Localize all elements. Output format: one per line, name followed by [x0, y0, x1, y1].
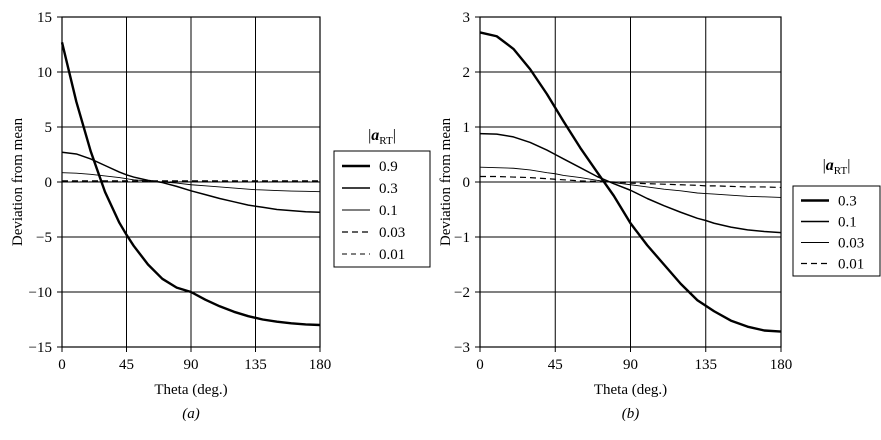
legend-label: 0.1 — [838, 215, 857, 231]
series-line-0.03 — [479, 166, 782, 198]
y-tick-label: −10 — [29, 285, 52, 301]
y-tick-label: 15 — [37, 10, 52, 26]
series-line-0.9 — [60, 42, 321, 327]
legend-title: |aRT| — [823, 157, 851, 177]
y-tick-label: 0 — [463, 175, 471, 191]
y-tick-label: 5 — [45, 120, 53, 136]
legend-label: 0.3 — [379, 181, 398, 197]
y-tick-label: 2 — [463, 65, 471, 81]
series-group — [60, 42, 321, 327]
panel-label: (a) — [182, 406, 200, 422]
y-tick-label: 10 — [37, 65, 52, 81]
grid — [479, 16, 782, 348]
y-tick-label: 3 — [463, 10, 471, 26]
x-tick-label: 135 — [244, 357, 267, 373]
x-tick-label: 90 — [184, 357, 199, 373]
legend-label: 0.01 — [379, 247, 405, 263]
legend-title: |aRT| — [368, 127, 396, 147]
chart-panel-b: 0 45 90 135 180 3 2 1 0 −1 −2 −3 Theta (deg.) Deviati… — [438, 10, 881, 422]
x-tick-label: 45 — [548, 357, 563, 373]
y-axis-label: Deviation from mean — [10, 117, 26, 246]
legend-label: 0.03 — [838, 236, 864, 252]
x-tick-label: 90 — [623, 357, 638, 373]
y-tick-label: −1 — [454, 230, 470, 246]
series-line-0.1 — [61, 172, 321, 193]
x-tick-label: 45 — [119, 357, 134, 373]
y-tick-label: −5 — [36, 230, 52, 246]
y-tick-label: −2 — [454, 285, 470, 301]
legend-label: 0.01 — [838, 257, 864, 273]
legend: |aRT| 0.9 0.3 0.1 0.03 0.01 — [333, 127, 431, 268]
y-tick-label: 0 — [45, 175, 53, 191]
panel-label: (b) — [622, 406, 640, 422]
y-tick-label: −15 — [29, 340, 52, 356]
y-tick-label: −3 — [454, 340, 470, 356]
series-line-0.1 — [479, 132, 782, 234]
x-tick-label: 180 — [770, 357, 793, 373]
legend-label: 0.3 — [838, 194, 857, 210]
x-axis-label: Theta (deg.) — [594, 382, 667, 398]
x-tick-label: 135 — [695, 357, 718, 373]
y-tick-label: 1 — [463, 120, 471, 136]
series-line-0.3 — [479, 31, 782, 333]
legend-label: 0.9 — [379, 159, 398, 175]
series-group — [479, 31, 782, 333]
x-tick-label: 0 — [476, 357, 484, 373]
series-line-0.3 — [61, 151, 321, 213]
legend-label: 0.1 — [379, 203, 398, 219]
chart-panel-a: 0 45 90 135 180 15 10 5 0 −5 −10 −15 Theta (deg.) Dev… — [10, 10, 431, 422]
series-line-0.01 — [480, 175, 782, 189]
y-axis-label: Deviation from mean — [438, 117, 454, 246]
legend-label: 0.03 — [379, 225, 405, 241]
x-axis-label: Theta (deg.) — [154, 382, 227, 398]
legend-box — [333, 150, 431, 268]
x-tick-label: 180 — [309, 357, 332, 373]
x-tick-label: 0 — [58, 357, 66, 373]
legend: |aRT| 0.3 0.1 0.03 0.01 — [792, 157, 881, 277]
